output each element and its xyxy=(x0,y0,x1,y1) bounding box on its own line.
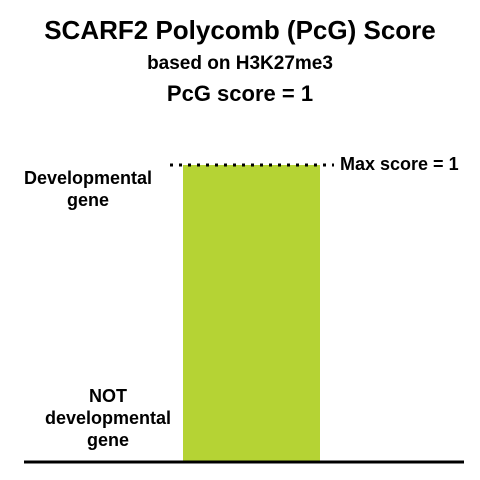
chart-subtitle: based on H3K27me3 xyxy=(147,53,333,74)
y-top-label-line-1: Developmental xyxy=(23,168,153,188)
max-score-label: Max score = 1 xyxy=(340,154,459,174)
chart-title: SCARF2 Polycomb (PcG) Score xyxy=(44,15,436,45)
y-bottom-label-line-2: developmental xyxy=(44,408,172,428)
y-top-label-line-2: gene xyxy=(66,190,109,210)
y-bottom-label-line-1: NOT xyxy=(89,386,127,406)
y-bottom-label-line-3: gene xyxy=(86,430,129,450)
y-bottom-label: NOT developmental gene xyxy=(30,385,186,451)
score-bar xyxy=(183,165,320,461)
y-top-label: Developmental gene xyxy=(22,167,154,211)
score-text: PcG score = 1 xyxy=(166,81,314,106)
